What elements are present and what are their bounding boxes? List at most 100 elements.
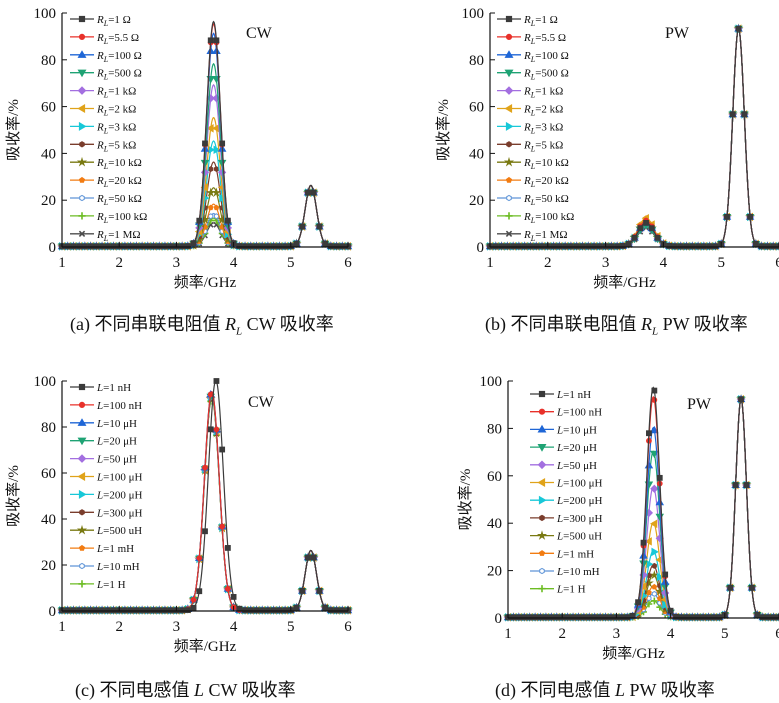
data-point-c-0 bbox=[110, 607, 117, 614]
x-tick-label-d-2: 3 bbox=[613, 626, 621, 642]
legend-entry-b-9: RL=20 kΩ bbox=[497, 175, 569, 189]
legend-label-d-9: L=1 mH bbox=[556, 548, 594, 560]
legend-marker-d-2 bbox=[537, 424, 547, 433]
data-point-a-0 bbox=[236, 243, 243, 249]
data-point-d-0 bbox=[553, 614, 560, 621]
x-tick-label-d-5: 6 bbox=[775, 626, 779, 642]
legend-label-c-10: L=10 mH bbox=[96, 561, 140, 573]
data-point-d-0 bbox=[689, 614, 696, 621]
data-point-a-0 bbox=[196, 217, 203, 224]
data-point-c-0 bbox=[104, 607, 111, 614]
legend-marker-c-9 bbox=[78, 544, 86, 551]
data-point-d-0 bbox=[716, 614, 723, 621]
y-tick-label-c-4: 80 bbox=[41, 420, 56, 436]
legend-label-d-11: L=1 H bbox=[556, 584, 586, 596]
data-point-c-0 bbox=[81, 607, 88, 614]
data-point-c-0 bbox=[242, 607, 248, 614]
legend-entry-d-7: L=300 μH bbox=[530, 513, 602, 525]
data-point-b-0 bbox=[521, 243, 528, 250]
legend-entry-a-10: RL=50 kΩ bbox=[70, 193, 142, 207]
legend-label-b-8: RL=10 kΩ bbox=[523, 157, 569, 171]
data-point-a-8 bbox=[211, 187, 222, 197]
mode-label-d: PW bbox=[687, 396, 712, 413]
legend-label-b-0: RL=1 Ω bbox=[523, 14, 558, 28]
legend-marker-a-5 bbox=[77, 104, 86, 113]
legend-label-d-2: L=10 μH bbox=[556, 424, 597, 436]
y-axis-label-c: 吸收率/% bbox=[5, 465, 22, 527]
y-tick-label-b-1: 20 bbox=[469, 193, 484, 209]
legend-marker-d-4 bbox=[537, 460, 547, 470]
x-tick-label-c-2: 3 bbox=[173, 619, 181, 635]
data-point-d-0 bbox=[673, 613, 679, 620]
data-point-a-0 bbox=[104, 243, 111, 250]
data-point-d-0 bbox=[608, 614, 614, 621]
legend-entry-d-10: L=10 mH bbox=[530, 566, 600, 578]
data-point-b-0 bbox=[672, 243, 678, 250]
x-tick-label-a-0: 1 bbox=[58, 255, 66, 271]
data-point-b-0 bbox=[706, 243, 713, 250]
data-point-a-0 bbox=[127, 243, 134, 250]
data-point-d-0 bbox=[564, 614, 571, 621]
data-point-c-1 bbox=[224, 585, 231, 592]
data-point-c-0 bbox=[247, 607, 254, 614]
data-point-b-0 bbox=[648, 225, 655, 232]
legend-label-c-0: L=1 nH bbox=[96, 382, 131, 394]
data-point-c-0 bbox=[293, 604, 300, 611]
legend-label-a-7: RL=5 kΩ bbox=[96, 139, 136, 153]
data-point-c-0 bbox=[230, 594, 237, 600]
legend-label-c-11: L=1 H bbox=[96, 579, 126, 591]
data-point-d-5 bbox=[644, 537, 652, 546]
legend-label-c-9: L=1 mH bbox=[96, 543, 134, 555]
data-point-c-0 bbox=[333, 607, 340, 614]
caption-b-post: PW 吸收率 bbox=[658, 314, 748, 334]
x-tick-label-d-3: 4 bbox=[667, 626, 675, 642]
data-point-b-0 bbox=[752, 240, 759, 247]
data-point-b-0 bbox=[492, 243, 499, 250]
x-tick-label-d-0: 1 bbox=[504, 626, 512, 642]
data-point-b-0 bbox=[712, 243, 719, 250]
data-point-c-0 bbox=[310, 554, 317, 561]
data-point-d-0 bbox=[656, 474, 663, 481]
data-point-d-0 bbox=[759, 614, 766, 621]
caption-a-post: CW 吸收率 bbox=[242, 314, 334, 334]
data-point-b-0 bbox=[729, 111, 736, 118]
legend-label-a-1: RL=5.5 Ω bbox=[96, 32, 139, 46]
data-point-c-1 bbox=[207, 391, 214, 398]
data-point-b-0 bbox=[550, 243, 557, 250]
legend-entry-d-11: L=1 H bbox=[530, 584, 586, 596]
legend-label-c-6: L=200 μH bbox=[96, 489, 142, 501]
x-tick-label-b-2: 3 bbox=[602, 255, 610, 271]
data-point-c-0 bbox=[162, 607, 168, 614]
legend-label-d-1: L=100 nH bbox=[556, 407, 602, 419]
mode-label-b: PW bbox=[665, 25, 690, 42]
legend-marker-b-3 bbox=[504, 69, 514, 78]
data-point-d-0 bbox=[575, 614, 582, 621]
legend-entry-b-6: RL=3 kΩ bbox=[497, 121, 563, 135]
legend-entry-b-10: RL=50 kΩ bbox=[497, 193, 569, 207]
data-point-b-0 bbox=[625, 241, 632, 247]
legend-label-d-5: L=100 μH bbox=[556, 478, 602, 490]
data-point-b-0 bbox=[556, 243, 563, 250]
data-point-a-0 bbox=[333, 243, 340, 250]
data-point-d-0 bbox=[521, 614, 528, 621]
x-axis-label-d: 频率/GHz bbox=[602, 645, 665, 662]
data-point-d-0 bbox=[510, 614, 517, 621]
legend-label-d-4: L=50 μH bbox=[556, 460, 597, 472]
y-tick-label-a-5: 100 bbox=[34, 6, 57, 22]
data-point-b-0 bbox=[539, 243, 545, 250]
data-point-a-0 bbox=[310, 189, 317, 196]
data-point-a-0 bbox=[270, 243, 277, 250]
legend-marker-b-1 bbox=[505, 33, 513, 41]
legend-marker-c-11 bbox=[78, 580, 86, 588]
data-point-a-0 bbox=[99, 243, 105, 250]
data-point-b-0 bbox=[724, 213, 730, 220]
data-point-a-0 bbox=[327, 243, 334, 250]
y-tick-label-a-2: 40 bbox=[41, 146, 56, 162]
legend-marker-d-11 bbox=[538, 585, 546, 593]
legend-label-d-8: L=500 uH bbox=[556, 531, 602, 543]
data-point-d-0 bbox=[700, 614, 707, 621]
x-tick-label-a-4: 5 bbox=[287, 255, 295, 271]
legend-label-c-4: L=50 μH bbox=[96, 454, 137, 466]
legend-entry-a-4: RL=1 kΩ bbox=[70, 86, 136, 100]
x-tick-label-d-4: 5 bbox=[721, 626, 729, 642]
